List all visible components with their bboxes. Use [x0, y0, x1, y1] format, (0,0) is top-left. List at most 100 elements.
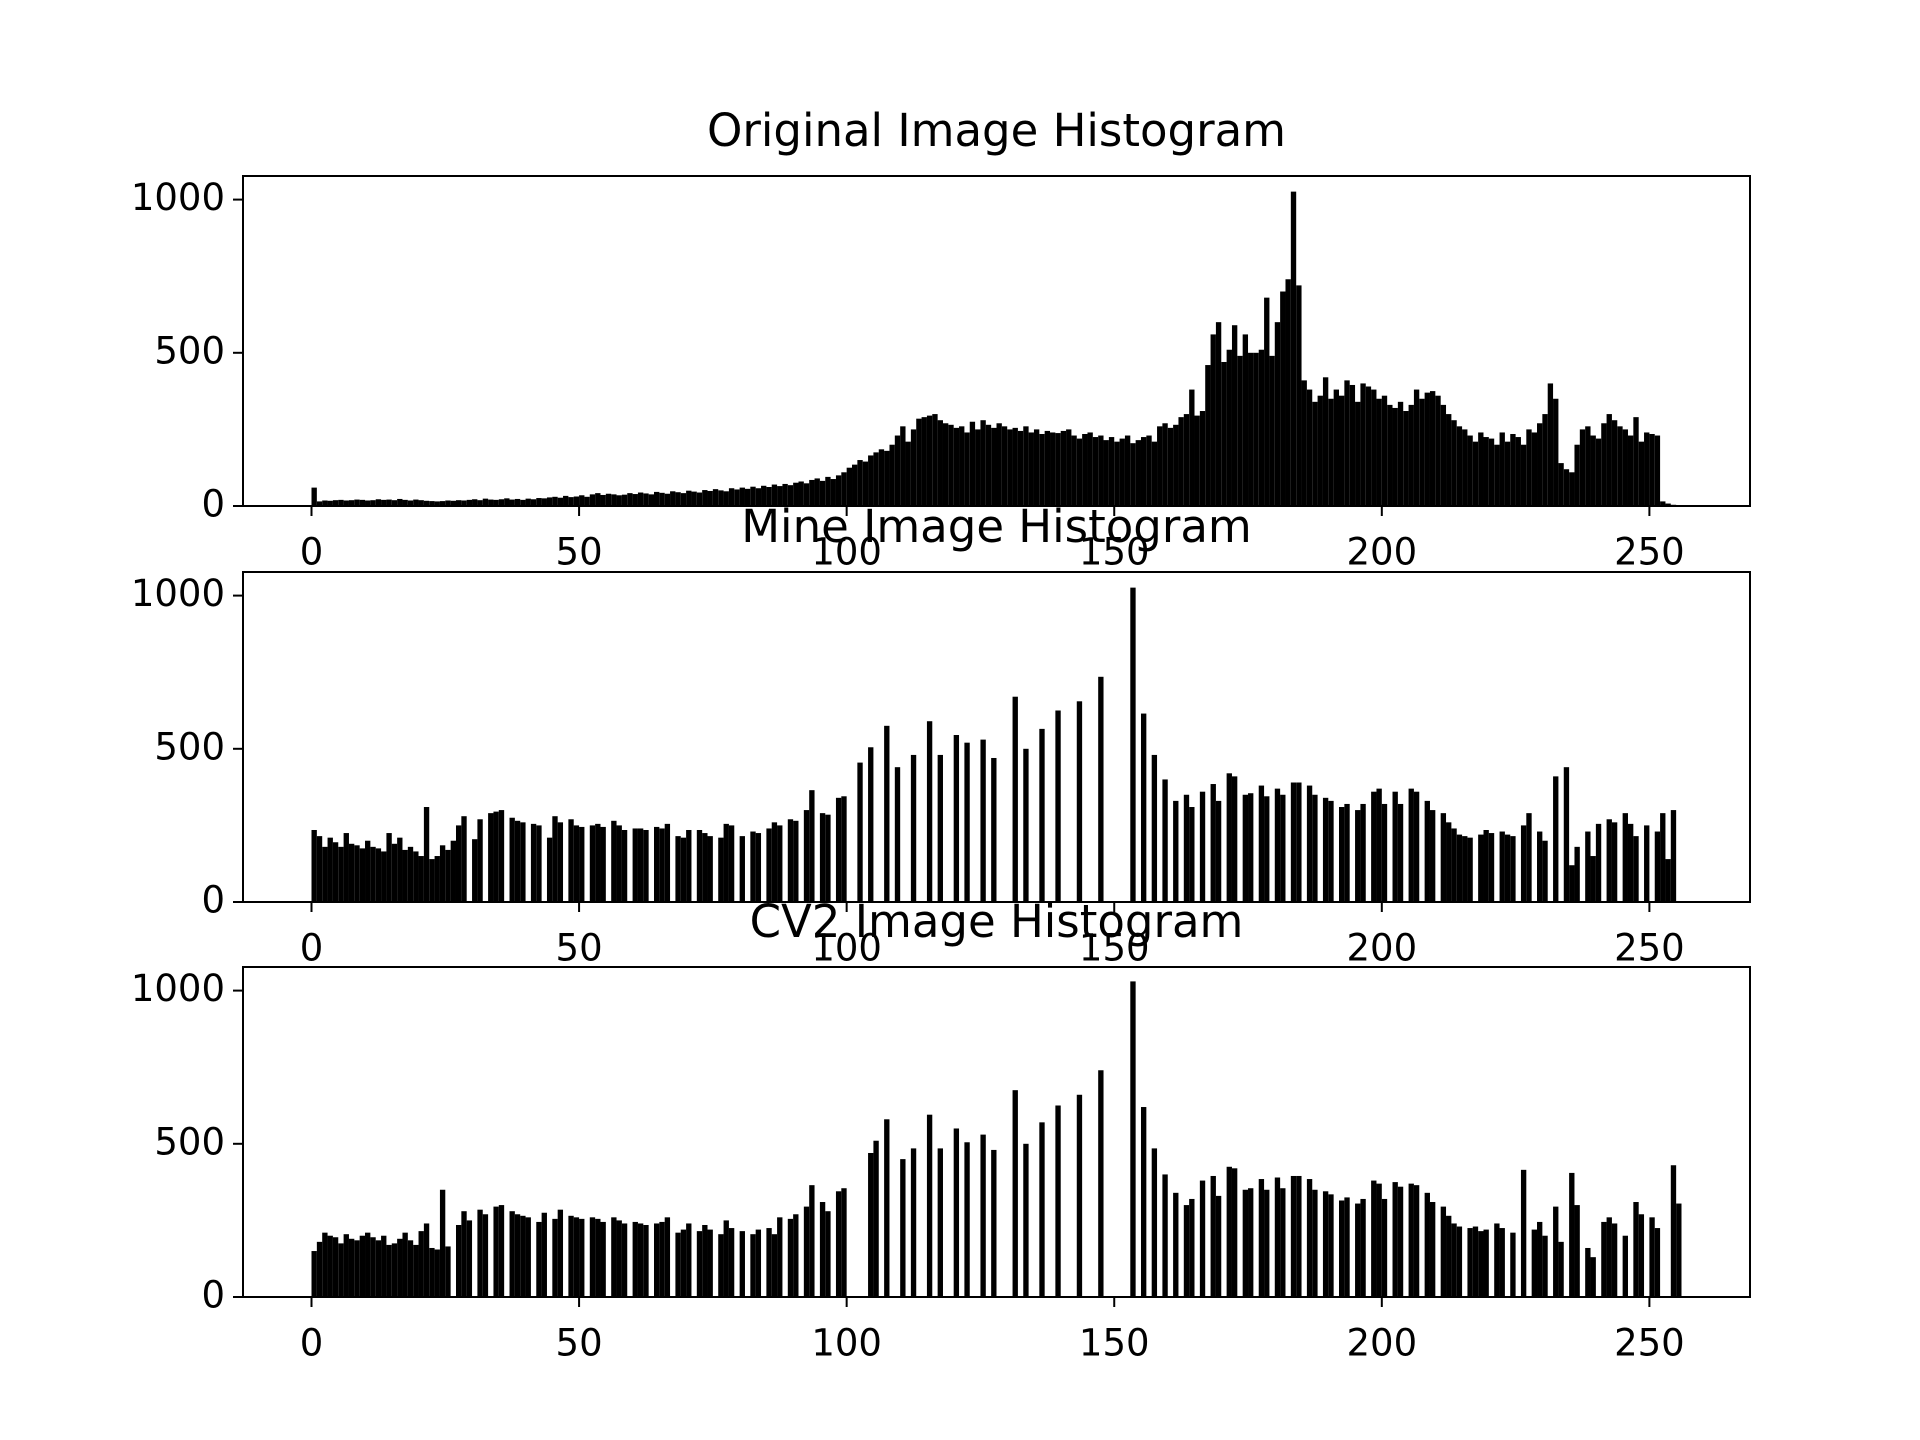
histogram-bar: [595, 823, 601, 902]
histogram-bar: [1280, 794, 1286, 902]
histogram-bar: [846, 467, 853, 506]
histogram-bar: [1033, 429, 1040, 506]
x-tick-label: 0: [300, 927, 324, 970]
histogram-bar: [557, 497, 564, 506]
histogram-bar: [1194, 415, 1200, 506]
histogram-bar: [616, 495, 622, 506]
histogram-bar: [434, 1249, 440, 1297]
x-tick-label: 50: [556, 1322, 603, 1365]
histogram-bar: [418, 856, 424, 902]
histogram-bar: [1553, 398, 1559, 506]
histogram-bar: [498, 810, 505, 902]
histogram-bar: [1248, 1188, 1254, 1297]
histogram-bar: [771, 1234, 778, 1297]
histogram-bar: [354, 845, 360, 902]
histogram-bar: [466, 1220, 473, 1297]
histogram-bar: [1574, 846, 1580, 902]
histogram-bar: [381, 851, 387, 902]
histogram-bar: [311, 829, 317, 902]
histogram-bar: [777, 486, 783, 506]
histogram-bar: [707, 490, 713, 506]
histogram-bar: [1248, 352, 1254, 506]
histogram-bar: [1601, 1221, 1607, 1297]
histogram-bar: [1440, 1206, 1447, 1297]
histogram-bar: [386, 833, 392, 902]
histogram-bar: [1499, 1228, 1505, 1297]
histogram-bar: [1210, 1175, 1216, 1297]
histogram-bar: [1103, 440, 1109, 506]
x-tick-label: 250: [1614, 531, 1685, 574]
histogram-bar: [664, 823, 671, 902]
histogram-bar: [332, 842, 339, 902]
histogram-bar: [953, 1128, 960, 1297]
histogram-bar: [327, 837, 333, 902]
histogram-bar: [1408, 404, 1414, 506]
histogram-bar: [504, 498, 510, 506]
histogram-bar: [841, 796, 847, 902]
histogram-bar: [1344, 1197, 1350, 1297]
histogram-bar: [579, 495, 585, 506]
histogram-bar: [1039, 433, 1045, 506]
chart-title: Mine Image Histogram: [741, 500, 1252, 553]
histogram-bar: [712, 489, 719, 506]
histogram-bar: [450, 500, 456, 506]
histogram-bar: [579, 1218, 585, 1297]
histogram-bar: [1199, 411, 1206, 506]
histogram-bar: [787, 485, 794, 506]
histogram-bar: [1622, 429, 1628, 506]
histogram-bar: [750, 486, 756, 506]
histogram-bar: [1504, 834, 1511, 902]
histogram-bar: [1478, 1231, 1484, 1297]
histogram-bar: [1162, 779, 1168, 902]
histogram-bar: [514, 820, 521, 902]
histogram-bar: [1162, 423, 1168, 506]
histogram-bar: [1579, 429, 1586, 506]
histogram-bar: [600, 826, 606, 902]
x-tick-label: 150: [1079, 927, 1150, 970]
histogram-bar: [509, 499, 515, 506]
histogram-bar: [1349, 384, 1356, 506]
histogram-bar: [1012, 427, 1018, 506]
histogram-bar: [680, 1229, 687, 1297]
histogram-bar: [670, 491, 676, 506]
histogram-bar: [1617, 426, 1623, 506]
histogram-bar: [1376, 1183, 1382, 1297]
histogram-bar: [386, 1244, 392, 1297]
histogram-bar: [407, 1240, 414, 1297]
histogram-bar: [718, 1234, 724, 1297]
histogram-bar: [1553, 1206, 1559, 1297]
x-tick-label: 150: [1079, 1322, 1150, 1365]
histogram-bar: [1537, 831, 1543, 902]
histogram-bar: [616, 825, 622, 902]
histogram-bar: [723, 1220, 729, 1297]
histogram-bar: [1258, 1179, 1265, 1297]
histogram-bar: [948, 424, 954, 506]
histogram-bar: [1151, 754, 1158, 902]
histogram-bar: [1462, 836, 1468, 902]
histogram-bar: [1446, 822, 1452, 902]
histogram-bar: [455, 825, 462, 902]
histogram-bar: [1290, 1175, 1297, 1297]
histogram-bar: [429, 1247, 435, 1297]
histogram-bar: [343, 1234, 349, 1297]
histogram-bar: [1296, 782, 1302, 902]
histogram-bar: [418, 500, 424, 506]
histogram-bar: [1140, 1107, 1147, 1297]
histogram-bar: [723, 491, 729, 506]
histogram-bar: [627, 493, 633, 506]
histogram-bar: [1440, 813, 1447, 902]
histogram-bar: [868, 455, 874, 506]
histogram-bar: [1237, 355, 1243, 506]
histogram-bar: [809, 1185, 815, 1297]
y-tick-label: 0: [201, 483, 225, 526]
histogram-bar: [1076, 1094, 1083, 1297]
histogram-bar: [1413, 1185, 1420, 1297]
histogram-bar: [1622, 813, 1628, 902]
histogram-bar: [1231, 325, 1238, 506]
histogram-bar: [996, 423, 1002, 506]
histogram-bar: [1494, 1223, 1500, 1297]
histogram-bar: [1285, 279, 1291, 506]
histogram-bar: [1322, 1191, 1329, 1297]
histogram-bar: [509, 1211, 515, 1297]
histogram-bar: [926, 415, 933, 506]
